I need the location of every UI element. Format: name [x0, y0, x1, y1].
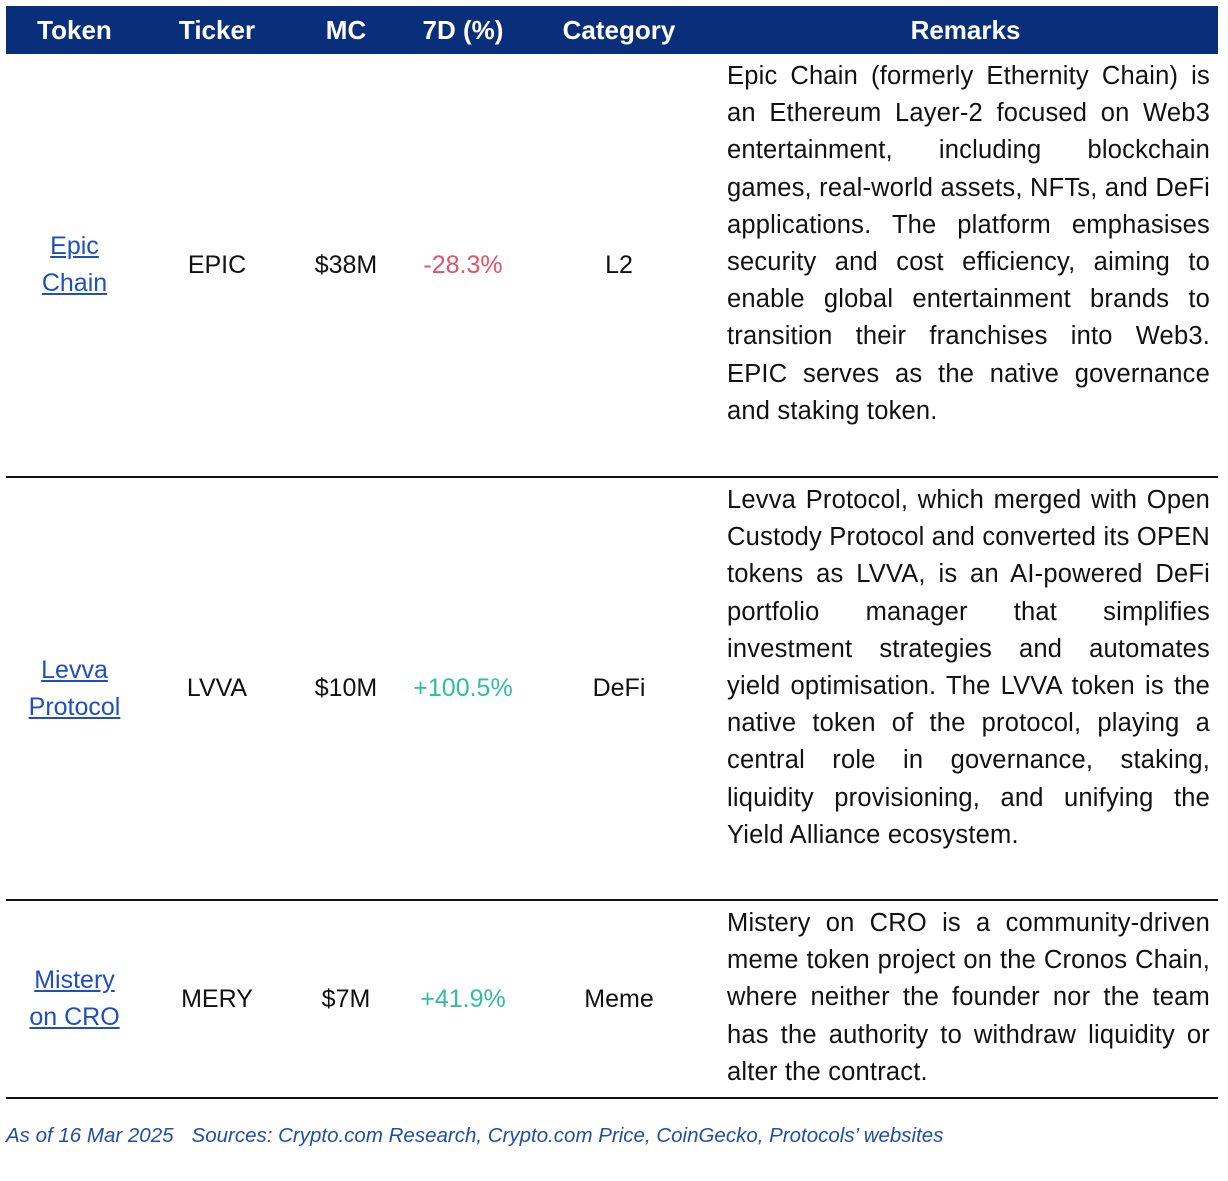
table-header-row: Token Ticker MC 7D (%) Category Remarks — [6, 6, 1218, 54]
token-link-levva-protocol[interactable]: Levva Protocol — [28, 655, 121, 721]
remarks-cell: Epic Chain (formerly Ethernity Chain) is… — [713, 54, 1218, 478]
change-cell: -28.3% — [401, 54, 525, 478]
ticker-cell: EPIC — [143, 54, 291, 478]
mc-cell: $10M — [291, 477, 401, 901]
category-cell: L2 — [525, 54, 713, 478]
footnote: As of 16 Mar 2025 Sources: Crypto.com Res… — [6, 1124, 943, 1148]
token-link-mistery-on-cro[interactable]: Mistery on CRO — [29, 966, 120, 1031]
ticker-cell: MERY — [143, 900, 291, 1100]
token-cell: Epic Chain — [6, 54, 143, 478]
token-table-container: Token Ticker MC 7D (%) Category Remarks … — [6, 6, 1218, 1100]
ticker-cell: LVVA — [143, 477, 291, 901]
header-token: Token — [6, 6, 143, 54]
table-row: Epic Chain EPIC $38M -28.3% L2 Epic Chai… — [6, 54, 1218, 478]
header-mc: MC — [291, 6, 401, 54]
header-remarks: Remarks — [713, 6, 1218, 54]
header-ticker: Ticker — [143, 6, 291, 54]
token-cell: Mistery on CRO — [6, 900, 143, 1100]
remarks-cell: Levva Protocol, which merged with Open C… — [713, 477, 1218, 901]
table-row: Levva Protocol LVVA $10M +100.5% DeFi Le… — [6, 477, 1218, 901]
mc-cell: $38M — [291, 54, 401, 478]
remarks-cell: Mistery on CRO is a community-driven mem… — [713, 900, 1218, 1100]
footnote-sources: Sources: Crypto.com Research, Crypto.com… — [191, 1124, 944, 1147]
table-row: Mistery on CRO MERY $7M +41.9% Meme Mist… — [6, 900, 1218, 1100]
change-cell: +41.9% — [401, 900, 525, 1100]
footnote-date: As of 16 Mar 2025 — [6, 1124, 174, 1147]
token-table: Token Ticker MC 7D (%) Category Remarks … — [6, 6, 1218, 1100]
header-7d-change: 7D (%) — [401, 6, 525, 54]
category-cell: Meme — [525, 900, 713, 1100]
category-cell: DeFi — [525, 477, 713, 901]
header-category: Category — [525, 6, 713, 54]
token-link-epic-chain[interactable]: Epic Chain — [41, 232, 108, 297]
mc-cell: $7M — [291, 900, 401, 1100]
change-cell: +100.5% — [401, 477, 525, 901]
token-cell: Levva Protocol — [6, 477, 143, 901]
